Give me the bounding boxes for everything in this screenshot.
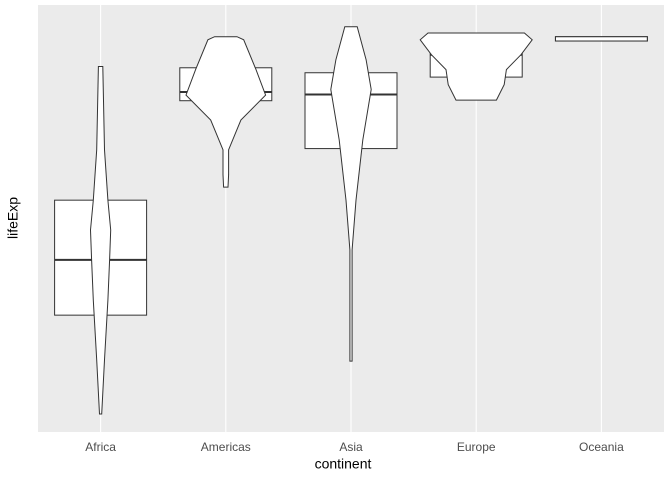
violin	[555, 36, 648, 42]
violin	[419, 32, 533, 101]
y-axis-title: lifeExp	[5, 197, 21, 239]
violin	[330, 26, 372, 362]
x-axis-title: continent	[315, 456, 372, 472]
x-tick-label: Africa	[85, 440, 116, 454]
x-tick-label: Europe	[457, 440, 496, 454]
x-tick-label: Americas	[201, 440, 251, 454]
violin	[185, 36, 267, 188]
x-tick-label: Oceania	[579, 440, 624, 454]
x-tick-label: Asia	[339, 440, 363, 454]
violin	[89, 66, 112, 415]
